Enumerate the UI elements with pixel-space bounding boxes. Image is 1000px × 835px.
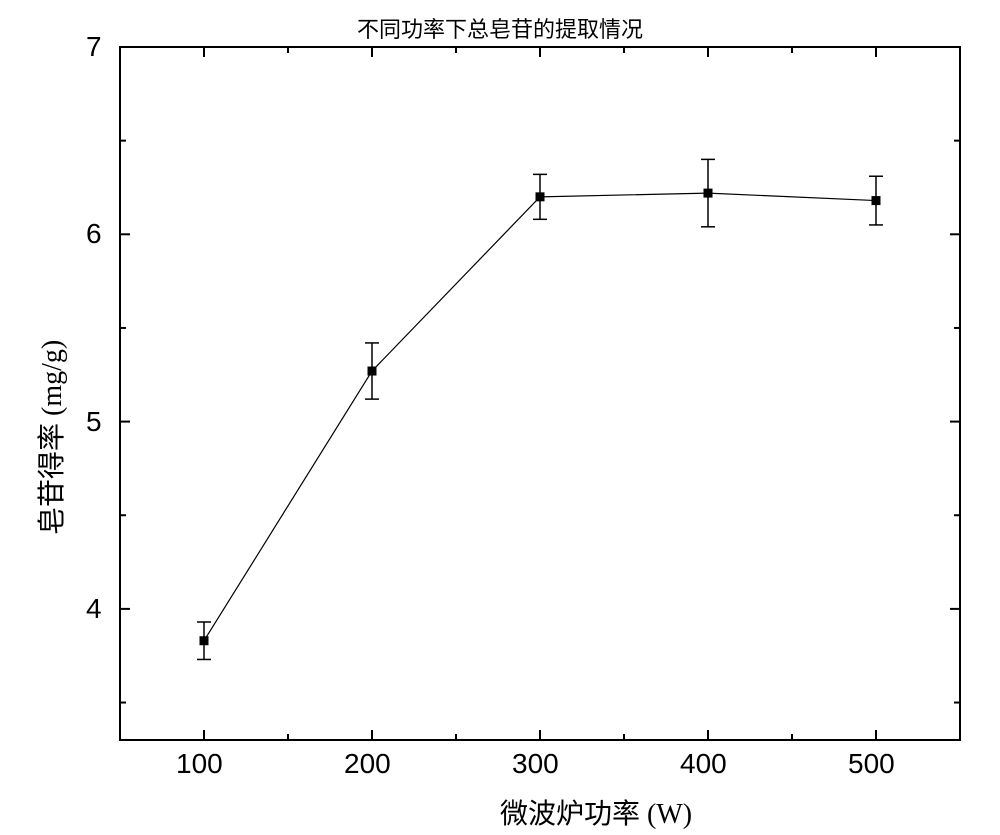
y-tick-label: 6 (86, 218, 102, 250)
y-tick-label: 7 (86, 31, 102, 63)
x-tick-label: 300 (512, 748, 559, 780)
x-tick-label: 400 (680, 748, 727, 780)
chart-container: 不同功率下总皂苷的提取情况 皂苷得率 (mg/g) 微波炉功率 (W) 1002… (0, 0, 1000, 835)
chart-plot-area (0, 0, 1000, 835)
x-tick-label: 100 (176, 748, 223, 780)
x-tick-label: 500 (848, 748, 895, 780)
y-tick-label: 4 (86, 593, 102, 625)
x-tick-label: 200 (344, 748, 391, 780)
y-tick-label: 5 (86, 406, 102, 438)
